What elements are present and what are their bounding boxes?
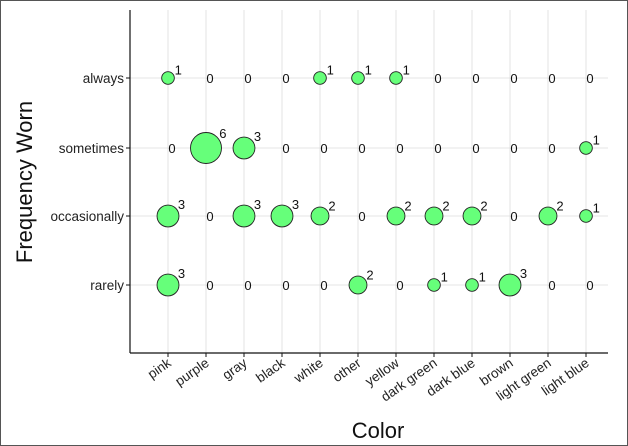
count-label: 2 [328, 199, 335, 214]
count-label: 0 [358, 209, 365, 224]
bubble-layer [156, 71, 593, 297]
count-label: 1 [327, 62, 334, 77]
bubble-point [270, 204, 294, 228]
count-label: 1 [441, 269, 448, 284]
count-label: 1 [403, 62, 410, 77]
count-label: 0 [548, 141, 555, 156]
count-label: 2 [480, 199, 487, 214]
count-label: 0 [244, 71, 251, 86]
count-label: 0 [282, 141, 289, 156]
count-label: 0 [434, 141, 441, 156]
bubble-point [232, 204, 256, 228]
x-tick-label: other [330, 355, 364, 385]
bubble-point [424, 206, 444, 226]
count-label: 0 [244, 278, 251, 293]
count-label: 0 [510, 71, 517, 86]
count-label: 1 [479, 269, 486, 284]
count-label: 0 [472, 71, 479, 86]
count-label: 2 [556, 199, 563, 214]
count-label: 0 [434, 71, 441, 86]
bubble-point [462, 206, 482, 226]
count-label: 3 [254, 197, 261, 212]
y-axis-title: Frequency Worn [12, 101, 37, 263]
count-label: 3 [178, 197, 185, 212]
count-label: 0 [548, 71, 555, 86]
bubble-point [156, 273, 180, 297]
bubble-point [538, 206, 558, 226]
bubble-point [310, 206, 330, 226]
count-label: 1 [365, 62, 372, 77]
count-label: 0 [548, 278, 555, 293]
x-tick-label: white [290, 355, 325, 386]
x-tick-label: purple [172, 355, 211, 389]
x-tick-label: pink [145, 355, 174, 382]
count-label: 0 [282, 278, 289, 293]
count-label: 0 [510, 141, 517, 156]
y-tick-labels: always sometimes occasionally rarely [50, 71, 130, 293]
bubble-point [427, 278, 441, 292]
y-tick-label: occasionally [50, 209, 124, 224]
axis-layer [129, 10, 608, 354]
count-label: 0 [586, 71, 593, 86]
bubble-point [498, 273, 522, 297]
bubble-point [579, 209, 593, 223]
x-tick-label: black [253, 355, 288, 386]
count-label: 0 [320, 141, 327, 156]
count-label: 0 [510, 209, 517, 224]
count-label: 0 [206, 278, 213, 293]
bubble-point [389, 71, 403, 85]
count-label: 0 [320, 278, 327, 293]
count-label: 3 [292, 197, 299, 212]
y-tick-label: rarely [90, 278, 124, 293]
bubble-point [232, 136, 256, 160]
count-label: 1 [175, 62, 182, 77]
bubble-point [386, 206, 406, 226]
count-label: 3 [254, 129, 261, 144]
count-label: 3 [520, 266, 527, 281]
count-label: 6 [219, 126, 226, 141]
x-tick-label: gray [220, 355, 250, 382]
count-label: 1 [593, 132, 600, 147]
bubble-point [579, 141, 593, 155]
bubble-point [161, 71, 175, 85]
count-label: 0 [358, 141, 365, 156]
x-axis-title: Color [352, 418, 405, 443]
count-label: 3 [178, 266, 185, 281]
count-label: 0 [586, 278, 593, 293]
count-label: 0 [206, 71, 213, 86]
bubble-point [465, 278, 479, 292]
bubble-point [348, 275, 368, 295]
count-label: 2 [442, 199, 449, 214]
count-label-layer: 1 0 0 0 1 1 1 0 0 0 0 0 0 6 3 0 0 0 0 0 0 0 0 1 3 0 3 3 2 0 2 2 2 0 2 1 3 0 0 0… [168, 62, 599, 293]
count-label: 2 [366, 268, 373, 283]
y-tick-label: sometimes [59, 141, 125, 156]
bubble-point [156, 204, 180, 228]
count-label: 0 [396, 141, 403, 156]
count-label: 0 [396, 278, 403, 293]
count-label: 2 [404, 199, 411, 214]
count-label: 0 [472, 141, 479, 156]
y-tick-label: always [83, 71, 125, 86]
count-label: 1 [593, 200, 600, 215]
bubble-point [313, 71, 327, 85]
bubble-point [190, 132, 222, 164]
count-label: 0 [168, 141, 175, 156]
count-label: 0 [282, 71, 289, 86]
bubble-point [351, 71, 365, 85]
count-label: 0 [206, 209, 213, 224]
